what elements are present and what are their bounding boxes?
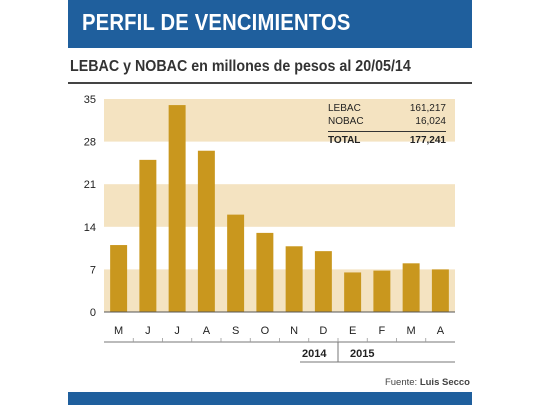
shaded-bands	[104, 99, 455, 312]
summary-total-value: 177,241	[409, 135, 446, 146]
x-tick-label: M	[407, 325, 416, 337]
bar	[431, 269, 449, 312]
source-author: Luis Secco	[419, 377, 470, 388]
axis-lines	[104, 311, 455, 363]
chart-title: PERFIL DE VENCIMIENTOS	[82, 9, 351, 35]
summary-value: 16,024	[415, 116, 446, 127]
x-tick-label: N	[290, 325, 298, 337]
y-axis-ticks: 0 7 14 21 28 35	[84, 94, 96, 319]
x-tick-label: D	[319, 325, 327, 337]
bar	[168, 105, 186, 312]
footer-band	[68, 392, 472, 405]
shaded-band	[104, 184, 455, 227]
x-tick-label: J	[174, 325, 180, 337]
x-tick-label: A	[203, 325, 211, 337]
summary-table: LEBAC 161,217 NOBAC 16,024 TOTAL 177,241	[328, 102, 446, 147]
bars	[110, 105, 449, 312]
y-tick-label: 7	[90, 264, 96, 276]
header-band: PERFIL DE VENCIMIENTOS	[68, 0, 472, 48]
subtitle-divider	[68, 82, 472, 84]
x-tick-label: J	[145, 325, 151, 337]
year-label-2015: 2015	[350, 348, 375, 360]
shaded-band	[104, 269, 455, 312]
y-tick-label: 35	[84, 94, 96, 106]
x-tick-label: M	[114, 325, 123, 337]
summary-row-nobac: NOBAC 16,024	[328, 115, 446, 128]
year-label-2014: 2014	[302, 348, 327, 360]
source-credit: Fuente: Luis Secco	[385, 377, 470, 388]
summary-total-label: TOTAL	[328, 135, 361, 146]
summary-row-lebac: LEBAC 161,217	[328, 102, 446, 115]
x-tick-label: F	[379, 325, 386, 337]
y-tick-label: 14	[84, 222, 96, 234]
bar	[402, 263, 420, 312]
x-tick-label: O	[261, 325, 270, 337]
summary-label: LEBAC	[328, 103, 361, 114]
x-tick-label: S	[232, 325, 239, 337]
bar	[285, 246, 303, 312]
x-tick-label: E	[349, 325, 356, 337]
bar	[373, 270, 391, 312]
x-tick-label: A	[437, 325, 445, 337]
shaded-band	[104, 99, 455, 142]
summary-row-total: TOTAL 177,241	[328, 131, 446, 147]
bar	[344, 272, 362, 312]
summary-value: 161,217	[409, 103, 446, 114]
bar	[314, 251, 332, 312]
bar	[139, 159, 157, 312]
bar	[256, 232, 274, 312]
y-tick-label: 0	[90, 307, 96, 319]
y-tick-label: 21	[84, 179, 96, 191]
source-label: Fuente:	[384, 377, 418, 388]
y-tick-label: 28	[84, 137, 96, 149]
summary-label: NOBAC	[328, 116, 364, 127]
bar	[197, 150, 215, 312]
chart-subtitle: LEBAC y NOBAC en millones de pesos al 20…	[70, 58, 411, 75]
bar	[110, 245, 128, 312]
bar	[227, 214, 245, 312]
